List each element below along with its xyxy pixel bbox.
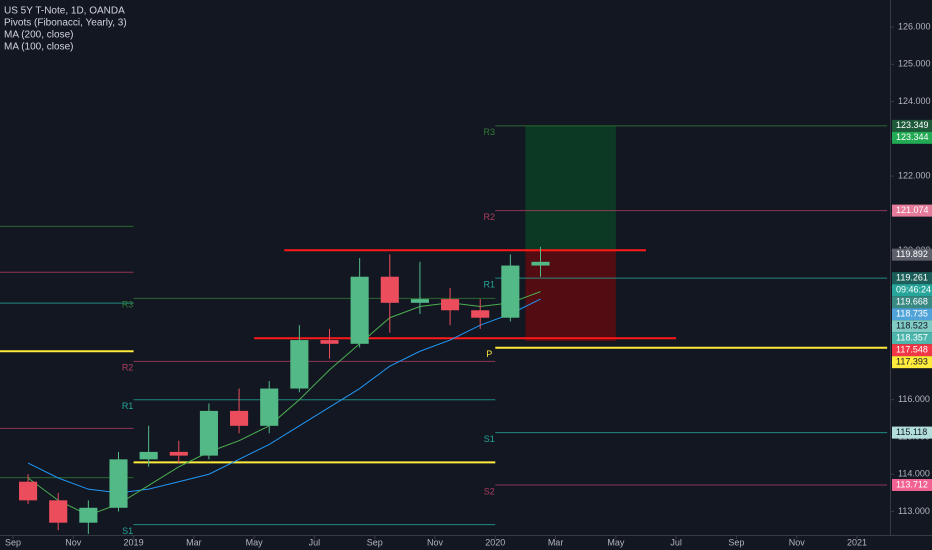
price-label: 119.261 (896, 273, 928, 283)
price-label-box (892, 204, 932, 217)
candle-body (169, 451, 188, 456)
pivot-label: R3 (122, 300, 134, 310)
x-tick-label: May (607, 537, 625, 547)
price-label: 09:46:24 (896, 285, 931, 295)
price-label: 123.344 (896, 132, 929, 142)
price-label: 119.892 (896, 249, 928, 259)
pivot-label: R1 (122, 401, 134, 411)
price-label-box (892, 320, 932, 333)
price-label-box (892, 119, 932, 132)
price-label: 118.735 (896, 309, 928, 319)
candle-body (79, 507, 98, 523)
x-tick-label: Nov (789, 537, 806, 547)
candle-body (49, 500, 68, 523)
candle-body (109, 459, 128, 508)
price-label: 121.074 (896, 205, 929, 215)
price-label-box (892, 344, 932, 357)
pivot-label: R1 (484, 280, 496, 290)
candle-body (531, 261, 550, 266)
x-tick-label: 2019 (124, 537, 144, 547)
candle-body (139, 451, 158, 460)
price-label: 115.118 (896, 427, 927, 437)
candle-body (230, 410, 249, 426)
plot-area: R3 R2 R1 S1 R3 R2 R1 P S1 S2 (0, 125, 888, 536)
x-tick-label: Jul (670, 537, 682, 547)
price-label: 117.548 (896, 345, 928, 355)
pivot-label: R2 (484, 212, 496, 222)
y-tick-label: 124.000 (898, 96, 931, 106)
price-label: 117.393 (896, 357, 928, 367)
x-tick-label: 2021 (847, 537, 867, 547)
price-label: 113.712 (896, 479, 928, 489)
price-label-box (892, 248, 932, 261)
legend-pivots: Pivots (Fibonacci, Yearly, 3) (4, 18, 127, 29)
candle-body (380, 276, 399, 303)
x-tick-label: Jul (309, 537, 321, 547)
pivot-label: S1 (122, 526, 133, 536)
candle-body (290, 340, 309, 389)
price-label-box (892, 426, 932, 439)
y-tick-label: 113.000 (898, 506, 930, 516)
x-tick-label: Mar (186, 537, 202, 547)
candle-body (19, 481, 38, 501)
x-tick-label: Nov (427, 537, 444, 547)
price-label-box (892, 131, 932, 144)
y-tick-label: 114.000 (898, 469, 930, 479)
x-tick-label: Sep (367, 537, 383, 547)
pivot-label: R3 (484, 127, 496, 137)
y-tick-label: 116.000 (898, 394, 930, 404)
pivot-label: S1 (484, 434, 495, 444)
price-label: 118.357 (896, 333, 928, 343)
target-zone (525, 125, 616, 251)
candle-body (199, 410, 218, 456)
candle-body (501, 265, 520, 318)
price-label-box (892, 296, 932, 309)
price-label-box (892, 308, 932, 321)
pivot-label: P (486, 349, 492, 359)
legend-title: US 5Y T-Note, 1D, OANDA (4, 6, 125, 17)
pivot-label: S2 (484, 486, 495, 496)
pivot-label: R2 (122, 363, 134, 373)
candle-body (441, 299, 460, 311)
price-label: 118.523 (896, 321, 928, 331)
candle-body (471, 310, 490, 318)
candle-body (410, 299, 429, 303)
x-tick-label: Nov (65, 537, 82, 547)
y-tick-label: 122.000 (898, 170, 931, 180)
price-label: 119.668 (896, 297, 928, 307)
legend-ma: MA (100, close) (4, 42, 73, 53)
x-tick-label: Mar (548, 537, 564, 547)
price-label-box (892, 356, 932, 369)
candle-body (320, 340, 339, 344)
price-label-box (892, 284, 932, 297)
x-tick-label: Sep (728, 537, 744, 547)
price-label-box (892, 272, 932, 285)
candle-body (260, 388, 279, 426)
candle-body (350, 276, 369, 344)
price-label-box (892, 332, 932, 345)
x-tick-label: May (246, 537, 264, 547)
y-tick-label: 125.000 (898, 59, 931, 69)
x-tick-label: Sep (5, 537, 21, 547)
price-label: 123.349 (896, 120, 929, 130)
y-tick-label: 126.000 (898, 21, 931, 31)
price-label-box (892, 478, 932, 491)
legend-ma: MA (200, close) (4, 30, 73, 41)
x-tick-label: 2020 (485, 537, 505, 547)
